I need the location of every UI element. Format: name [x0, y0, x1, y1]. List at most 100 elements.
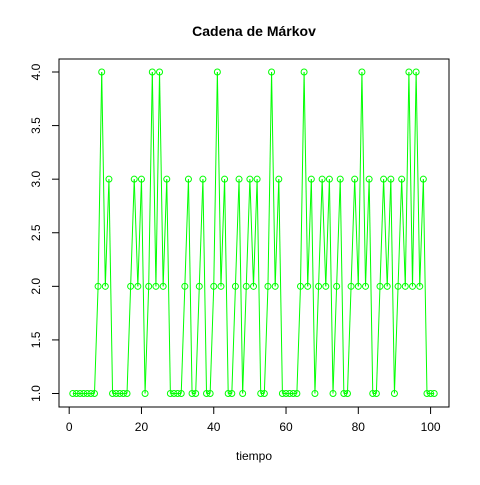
series-line-segment [144, 286, 150, 394]
data-point [257, 390, 265, 397]
data-point [347, 282, 355, 290]
data-point [83, 390, 91, 397]
data-point [383, 282, 391, 290]
data-point [224, 390, 232, 397]
data-point [253, 175, 261, 183]
data-point [260, 390, 268, 397]
x-tick-label: 40 [207, 420, 221, 434]
data-point [228, 390, 236, 397]
series-line-segment [318, 179, 323, 287]
series-line-segment [350, 179, 356, 287]
series-line-segment [346, 286, 352, 394]
y-tick-label: 3.0 [29, 171, 43, 188]
data-point [271, 282, 279, 290]
data-point [325, 175, 333, 183]
x-axis-label: tiempo [236, 449, 272, 463]
data-point [394, 282, 402, 290]
series-line-segment [354, 179, 359, 287]
data-point [351, 175, 359, 183]
series-line-segment [404, 71, 410, 287]
series-line-segment [108, 179, 114, 394]
series-line-segment [93, 286, 99, 394]
x-tick-label: 0 [66, 420, 73, 434]
x-tick-label: 20 [135, 420, 149, 434]
data-point [246, 175, 254, 183]
x-tick-label: 100 [421, 420, 441, 434]
series-line-segment [383, 179, 388, 287]
data-point [94, 282, 102, 290]
x-tick-label: 80 [352, 420, 366, 434]
data-point [170, 390, 178, 397]
series-line-segment [97, 71, 103, 287]
data-point [365, 175, 373, 183]
series-line-segment [101, 71, 106, 287]
data-point [184, 175, 192, 183]
series-line-segment [274, 179, 280, 287]
data-point [311, 390, 319, 397]
data-point [398, 175, 406, 183]
data-point [98, 68, 106, 76]
series-line-segment [321, 179, 327, 287]
data-point [264, 282, 272, 290]
series-line-segment [159, 71, 164, 287]
series-line-segment [267, 71, 273, 287]
y-tick-label: 1.0 [29, 385, 43, 402]
series-line-segment [249, 179, 254, 287]
data-point [105, 175, 113, 183]
data-point [231, 282, 239, 290]
data-point [307, 175, 315, 183]
data-point [372, 390, 380, 397]
series-line-segment [166, 179, 171, 394]
data-point [134, 282, 142, 290]
series-line-segment [104, 179, 110, 287]
series-line-segment [339, 179, 345, 394]
series-line-segment [256, 179, 262, 394]
data-point [343, 390, 351, 397]
data-point [315, 282, 323, 290]
data-point [137, 175, 145, 183]
data-point [286, 390, 294, 397]
series-line-segment [408, 71, 414, 287]
data-point [333, 282, 341, 290]
series-line-segment [303, 71, 309, 287]
series-line-segment [184, 179, 189, 287]
series-line-segment [328, 179, 334, 394]
data-point [390, 390, 398, 397]
data-point [177, 390, 185, 397]
series-line-segment [393, 286, 399, 394]
data-point [362, 282, 370, 290]
series-line-segment [310, 179, 316, 394]
data-point [123, 390, 131, 397]
data-point [152, 282, 160, 290]
x-tick-label: 60 [279, 420, 293, 434]
y-axis: 1.0 1.5 2.0 2.5 3.0 3.5 4.0 [29, 63, 60, 402]
data-point [116, 390, 124, 397]
series-line-segment [202, 179, 208, 394]
data-point [203, 390, 211, 397]
data-point [369, 390, 377, 397]
data-point [221, 175, 229, 183]
data-point [423, 390, 431, 397]
series-line-segment [422, 179, 428, 394]
data-point [213, 68, 221, 76]
data-point [376, 282, 384, 290]
series-line-segment [307, 179, 312, 287]
series-line-segment [332, 286, 338, 394]
series-line-segment [415, 71, 421, 287]
series-line-segment [130, 179, 135, 287]
data-point [192, 390, 200, 397]
y-tick-label: 3.5 [29, 117, 43, 134]
data-point [278, 390, 286, 397]
series-line-segment [213, 71, 218, 287]
series-line-segment [357, 71, 363, 287]
y-tick-label: 4.0 [29, 63, 43, 80]
data-point [130, 175, 138, 183]
data-point [242, 282, 250, 290]
series-line-segment [242, 286, 247, 394]
data-point [199, 175, 207, 183]
data-point [235, 175, 243, 183]
data-point [401, 282, 409, 290]
data-point [336, 175, 344, 183]
